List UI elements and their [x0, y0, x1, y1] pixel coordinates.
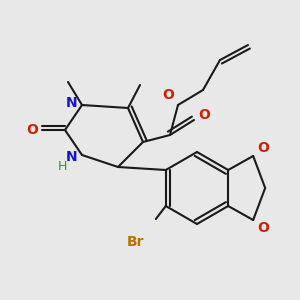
Text: N: N [66, 96, 78, 110]
Text: Br: Br [127, 235, 145, 249]
Text: N: N [66, 150, 78, 164]
Text: H: H [57, 160, 67, 173]
Text: O: O [257, 221, 269, 235]
Text: O: O [198, 108, 210, 122]
Text: O: O [162, 88, 174, 102]
Text: O: O [257, 141, 269, 155]
Text: O: O [26, 123, 38, 137]
